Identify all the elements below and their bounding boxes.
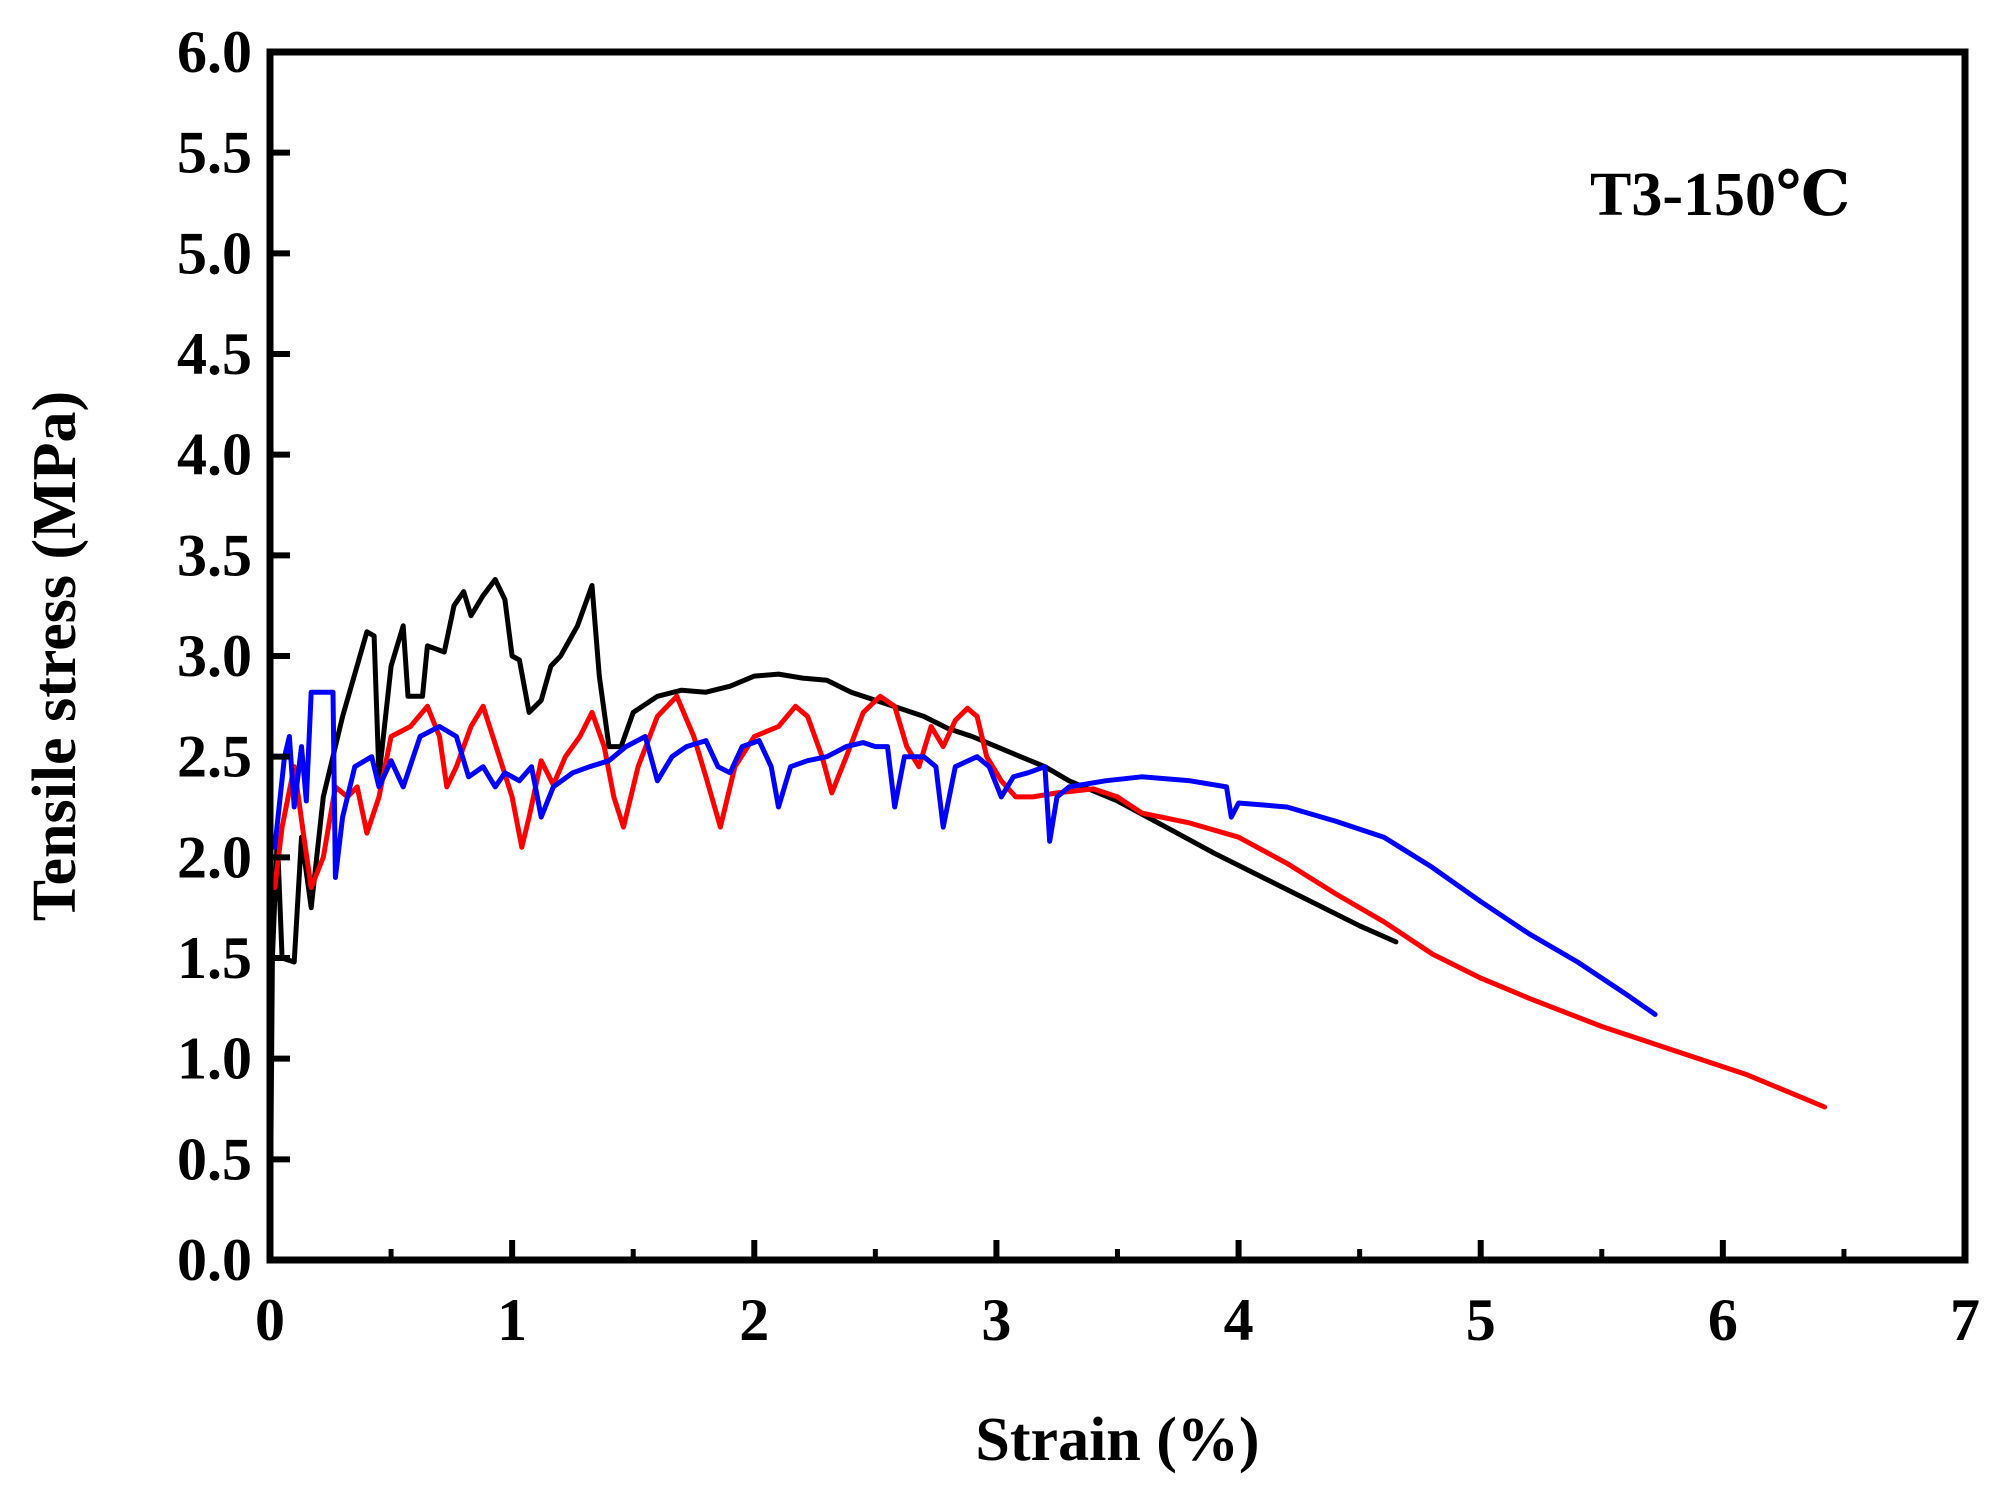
x-tick-label-5: 5 — [1466, 1287, 1496, 1353]
y-tick-label-8: 4.0 — [177, 422, 252, 488]
series-layer — [267, 577, 1828, 1263]
series-line-0 — [267, 577, 1399, 1263]
y-tick-label-2: 1.0 — [177, 1026, 252, 1092]
y-axis-title: Tensile stress (MPa) — [21, 391, 89, 921]
y-tick-label-6: 3.0 — [177, 623, 252, 689]
series-line-1 — [272, 693, 1828, 1110]
x-tick-label-7: 7 — [1950, 1287, 1980, 1353]
chart-annotation: T3-150℃ — [1590, 161, 1850, 229]
x-tick-label-3: 3 — [981, 1287, 1011, 1353]
plot-frame — [266, 48, 1969, 1264]
x-tick-label-1: 1 — [497, 1287, 527, 1353]
x-tick-label-0: 0 — [255, 1287, 285, 1353]
y-tick-label-12: 6.0 — [177, 19, 252, 85]
y-tick-label-11: 5.5 — [177, 120, 252, 186]
y-tick-label-5: 2.5 — [177, 724, 252, 790]
y-tick-label-4: 2.0 — [177, 824, 252, 890]
x-tick-label-4: 4 — [1224, 1287, 1254, 1353]
x-tick-label-6: 6 — [1708, 1287, 1738, 1353]
axis-layer: 0 1 2 3 4 5 6 7 0.0 0.5 1.0 1.5 2.0 2.5 3.0 3.5 4.0 4.5 5.… — [177, 19, 1980, 1353]
y-tick-label-1: 0.5 — [177, 1126, 252, 1192]
y-tick-label-0: 0.0 — [177, 1227, 252, 1293]
x-tick-label-2: 2 — [739, 1287, 769, 1353]
x-axis-title: Strain (%) — [975, 1406, 1259, 1474]
series-line-2 — [272, 689, 1658, 1017]
y-tick-label-10: 5.0 — [177, 220, 252, 286]
y-tick-label-9: 4.5 — [177, 321, 252, 387]
y-tick-label-3: 1.5 — [177, 925, 252, 991]
y-tick-label-7: 3.5 — [177, 522, 252, 588]
